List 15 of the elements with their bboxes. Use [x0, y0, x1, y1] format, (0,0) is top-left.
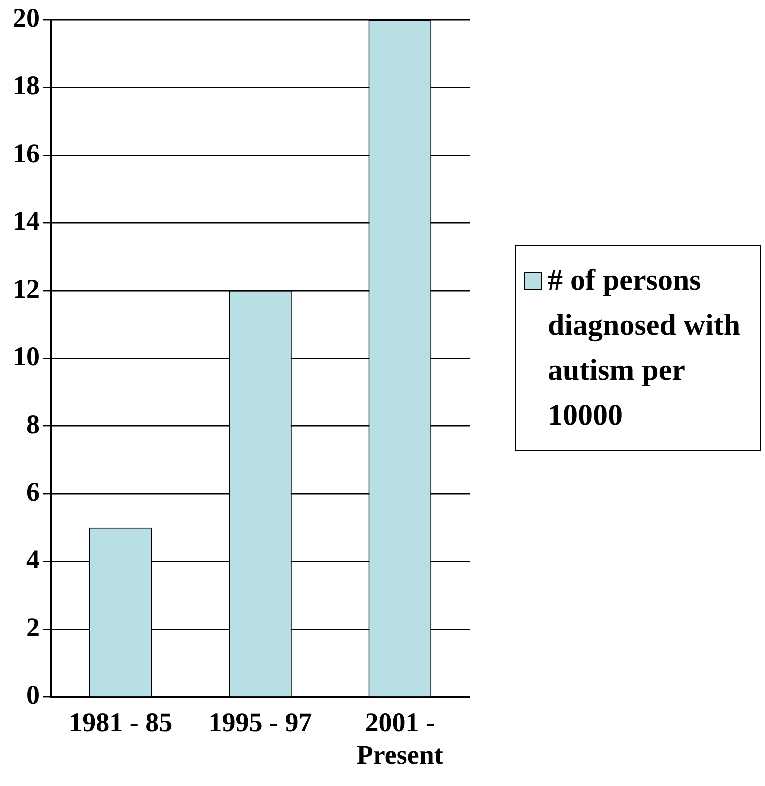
y-tick-label: 18 [13, 70, 40, 101]
x-tick-label: 1981 - 85 [69, 707, 173, 738]
y-tick-label: 10 [13, 342, 40, 372]
y-tick-label: 0 [26, 680, 40, 710]
y-tick-label: 12 [13, 274, 40, 304]
y-tick-label: 4 [26, 544, 40, 575]
x-tick-label: 1995 - 97 [208, 707, 312, 738]
y-tick-label: 14 [13, 206, 40, 236]
y-tick-label: 6 [26, 477, 40, 508]
y-tick-label: 16 [13, 138, 40, 168]
x-tick-label: 2001 - Present [356, 707, 444, 770]
y-tick-label: 20 [13, 2, 40, 33]
y-tick-label: 2 [26, 612, 40, 642]
legend-label: # of persons diagnosed with autism per 10000 [548, 263, 742, 434]
y-tick-label: 8 [26, 409, 40, 440]
